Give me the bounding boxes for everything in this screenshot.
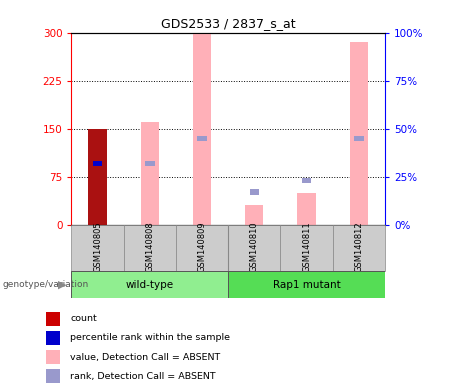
Text: Rap1 mutant: Rap1 mutant [273,280,340,290]
Bar [93,161,102,166]
Bar [193,33,211,225]
Text: rank, Detection Call = ABSENT: rank, Detection Call = ABSENT [71,372,216,381]
Bar [46,369,60,383]
Bar [89,129,106,225]
Text: value, Detection Call = ABSENT: value, Detection Call = ABSENT [71,353,221,362]
Bar [71,225,124,271]
Bar [280,225,333,271]
Text: GSM140809: GSM140809 [198,222,207,272]
Bar [297,193,316,225]
Text: count: count [71,314,97,323]
Bar [176,225,228,271]
Text: percentile rank within the sample: percentile rank within the sample [71,333,230,343]
Bar [46,312,60,326]
Bar [333,225,385,271]
Bar [228,271,385,298]
Bar [46,350,60,364]
Text: GSM140808: GSM140808 [145,222,154,272]
Text: GSM140812: GSM140812 [355,222,363,272]
Text: wild-type: wild-type [126,280,174,290]
Text: GSM140811: GSM140811 [302,222,311,272]
Bar [228,225,280,271]
Bar [145,161,154,166]
Bar [141,122,159,225]
Text: genotype/variation: genotype/variation [2,280,89,289]
Bar [124,225,176,271]
Title: GDS2533 / 2837_s_at: GDS2533 / 2837_s_at [161,17,296,30]
Bar [354,136,364,141]
Bar [46,331,60,345]
Bar [71,271,228,298]
Bar [249,189,259,195]
Text: ▶: ▶ [59,280,67,290]
Text: GSM140805: GSM140805 [93,222,102,272]
Bar [349,42,368,225]
Bar [197,136,207,141]
Bar [245,205,264,225]
Text: GSM140810: GSM140810 [250,222,259,272]
Bar [302,178,311,183]
